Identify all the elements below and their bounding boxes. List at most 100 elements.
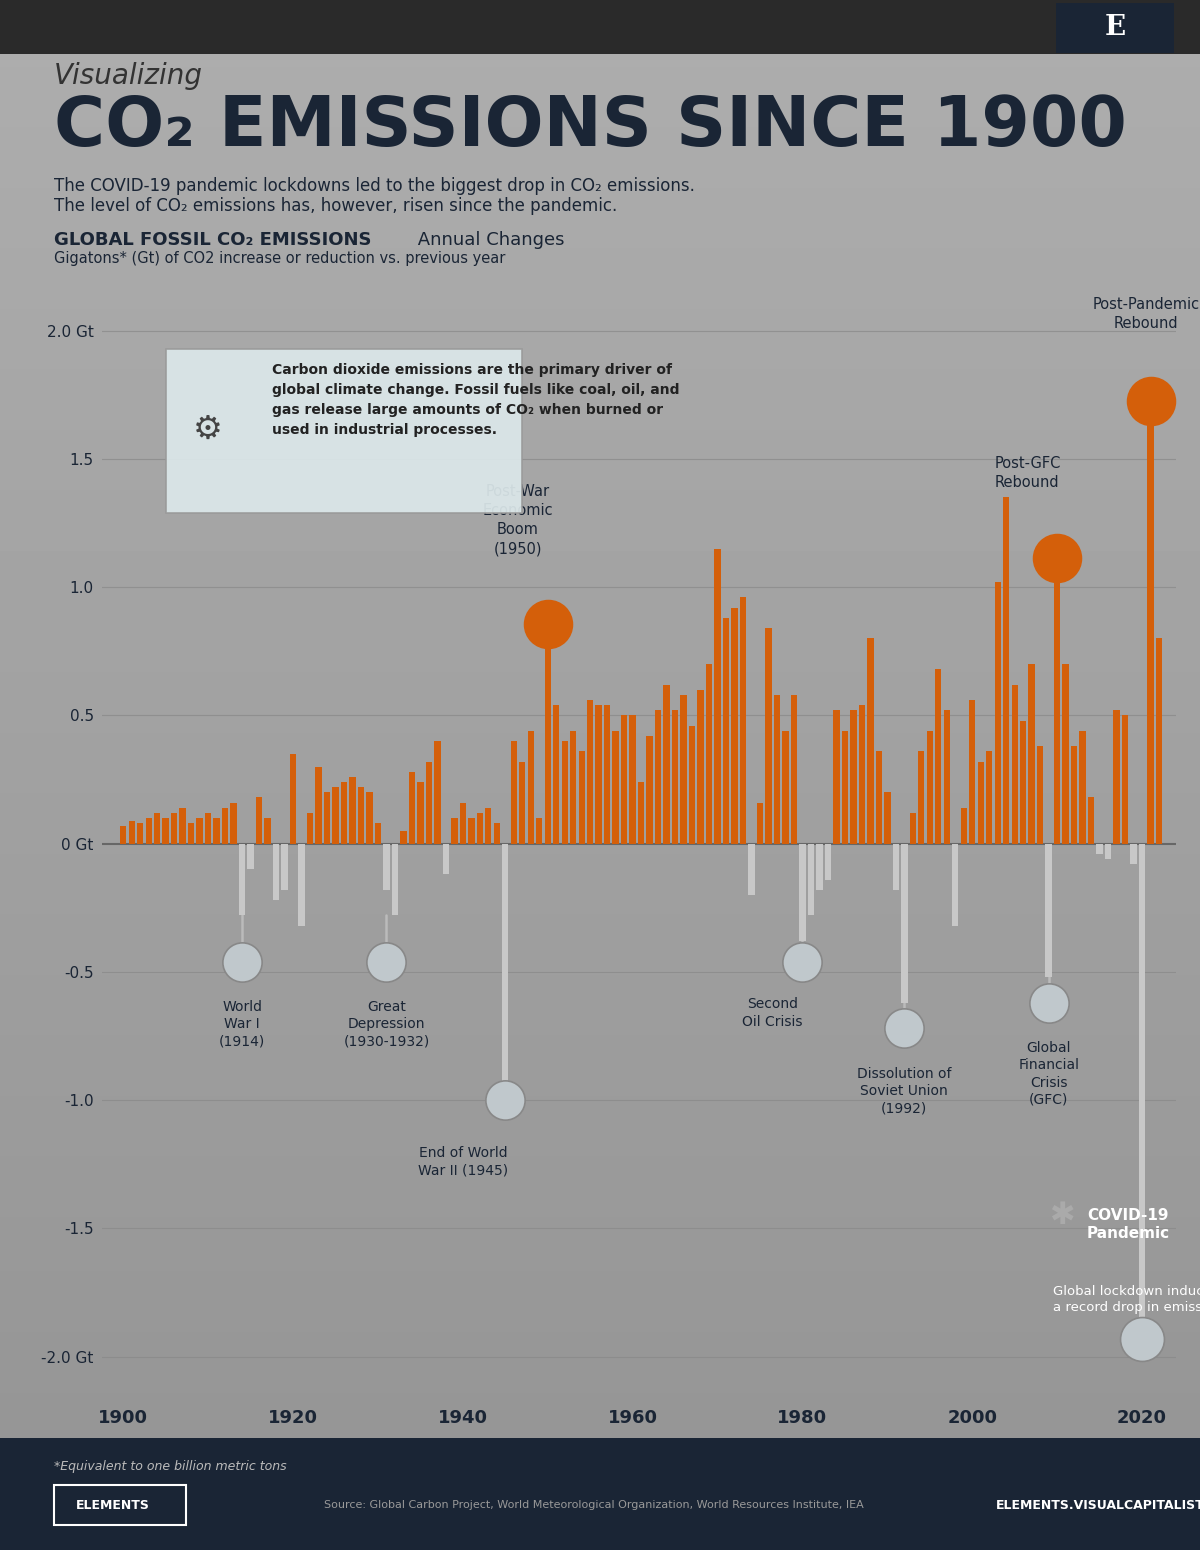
Bar — [1147, 420, 1153, 843]
Bar — [986, 752, 992, 843]
Bar — [510, 741, 517, 843]
Bar — [1097, 843, 1103, 854]
Bar — [722, 618, 730, 843]
Bar — [799, 843, 805, 941]
Bar — [214, 818, 220, 843]
Text: Post-GFC
Rebound: Post-GFC Rebound — [995, 456, 1061, 490]
Bar — [1156, 639, 1163, 843]
Bar — [943, 710, 950, 843]
Text: ⚙: ⚙ — [193, 412, 223, 446]
Bar — [383, 843, 390, 890]
Bar — [782, 730, 788, 843]
Bar — [409, 772, 415, 843]
Bar — [272, 843, 280, 901]
Bar — [672, 710, 678, 843]
Bar — [926, 730, 932, 843]
Bar — [884, 792, 890, 843]
Text: World
War I
(1914): World War I (1914) — [218, 1000, 265, 1049]
Bar — [120, 826, 126, 843]
Bar — [612, 730, 619, 843]
Bar — [833, 710, 840, 843]
Bar — [960, 808, 967, 843]
Bar — [197, 818, 203, 843]
Bar — [460, 803, 466, 843]
Text: Post-Pandemic
Rebound: Post-Pandemic Rebound — [1093, 296, 1200, 330]
Text: ELEMENTS.VISUALCAPITALIST.COM: ELEMENTS.VISUALCAPITALIST.COM — [996, 1499, 1200, 1511]
Bar — [970, 701, 976, 843]
Bar — [910, 812, 916, 843]
Bar — [256, 797, 263, 843]
Text: Carbon dioxide emissions are the primary driver of
global climate change. Fossil: Carbon dioxide emissions are the primary… — [272, 363, 679, 437]
Bar — [706, 663, 713, 843]
Bar — [358, 787, 364, 843]
Bar — [366, 792, 373, 843]
Bar — [230, 803, 236, 843]
Bar — [239, 843, 245, 916]
Bar — [620, 716, 628, 843]
Bar — [841, 730, 848, 843]
Point — [1133, 1327, 1152, 1352]
Bar — [205, 812, 211, 843]
Bar — [935, 670, 942, 843]
Bar — [485, 808, 492, 843]
Text: Annual Changes: Annual Changes — [412, 231, 564, 250]
Bar — [697, 690, 703, 843]
Bar — [816, 843, 822, 890]
Bar — [545, 643, 551, 843]
Bar — [1028, 663, 1034, 843]
Point — [233, 949, 252, 973]
Bar — [655, 710, 661, 843]
Bar — [520, 761, 526, 843]
Bar — [1045, 843, 1052, 976]
Bar — [808, 843, 814, 916]
Point — [496, 1088, 515, 1113]
Bar — [774, 694, 780, 843]
Text: Global lockdown induced
a record drop in emissions.: Global lockdown induced a record drop in… — [1052, 1285, 1200, 1314]
Bar — [731, 608, 738, 843]
Bar — [638, 783, 644, 843]
Bar — [1080, 730, 1086, 843]
Bar — [553, 705, 559, 843]
Text: The COVID-19 pandemic lockdowns led to the biggest drop in CO₂ emissions.: The COVID-19 pandemic lockdowns led to t… — [54, 177, 695, 195]
Bar — [426, 761, 432, 843]
Bar — [451, 818, 457, 843]
Bar — [247, 843, 253, 870]
Bar — [757, 803, 763, 843]
Bar — [893, 843, 899, 890]
Point — [377, 949, 396, 973]
Bar — [324, 792, 330, 843]
Bar — [162, 818, 169, 843]
Bar — [391, 843, 398, 916]
Point — [793, 949, 812, 973]
Bar — [850, 710, 857, 843]
Bar — [316, 767, 322, 843]
Bar — [1037, 746, 1043, 843]
Bar — [528, 730, 534, 843]
Bar — [595, 705, 602, 843]
Text: Dissolution of
Soviet Union
(1992): Dissolution of Soviet Union (1992) — [857, 1066, 952, 1116]
Bar — [1062, 663, 1069, 843]
Point — [1141, 389, 1160, 414]
Bar — [1003, 498, 1009, 843]
Bar — [281, 843, 288, 890]
Bar — [1054, 577, 1061, 843]
Bar — [374, 823, 382, 843]
Bar — [180, 808, 186, 843]
Point — [1039, 990, 1058, 1015]
Bar — [664, 685, 670, 843]
Text: Source: Global Carbon Project, World Meteorological Organization, World Resource: Source: Global Carbon Project, World Met… — [324, 1500, 864, 1510]
Bar — [901, 843, 907, 1003]
Bar — [341, 783, 347, 843]
Bar — [1114, 710, 1120, 843]
Bar — [868, 639, 874, 843]
Bar — [188, 823, 194, 843]
Bar — [791, 694, 797, 843]
Bar — [689, 725, 695, 843]
Bar — [290, 753, 296, 843]
Bar — [578, 752, 584, 843]
Bar — [859, 705, 865, 843]
Bar — [145, 818, 152, 843]
Bar — [766, 628, 772, 843]
Bar — [630, 716, 636, 843]
Bar — [349, 777, 355, 843]
